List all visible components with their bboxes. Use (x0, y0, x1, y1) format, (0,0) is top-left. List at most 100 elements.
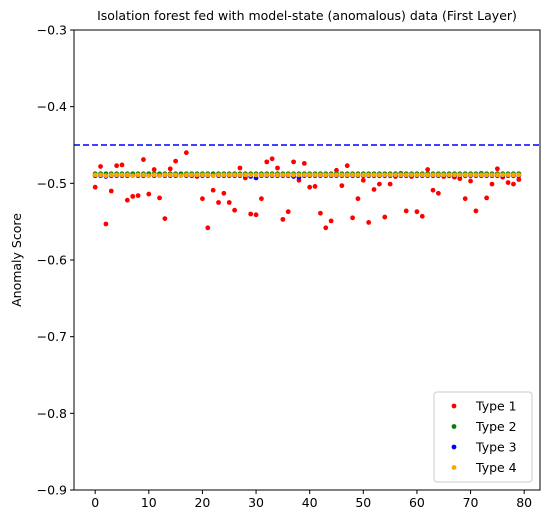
data-point (259, 172, 264, 178)
data-point (146, 191, 152, 197)
data-point (119, 172, 125, 178)
data-point (516, 177, 522, 182)
series-4 (92, 172, 522, 179)
data-point (173, 172, 179, 178)
data-point (446, 172, 452, 178)
data-point (98, 164, 103, 169)
data-point (366, 172, 372, 178)
data-point (478, 172, 484, 178)
data-point (205, 225, 211, 231)
data-point (398, 172, 404, 178)
data-point (430, 172, 436, 178)
data-point (473, 208, 479, 214)
data-point (462, 196, 468, 202)
legend-box (433, 391, 533, 483)
data-point (92, 184, 98, 190)
data-point (462, 172, 468, 178)
x-tick-label: 10 (141, 495, 157, 510)
data-point (146, 173, 152, 179)
data-point (425, 172, 431, 178)
data-point (92, 172, 98, 178)
data-point (457, 172, 463, 178)
data-point (296, 172, 302, 178)
x-tick-label: 50 (355, 495, 371, 510)
data-point (167, 172, 173, 178)
data-point (232, 172, 238, 178)
data-point (318, 210, 323, 216)
data-point (328, 218, 334, 224)
data-point (339, 183, 345, 189)
data-point (151, 172, 157, 178)
data-point (194, 172, 200, 178)
data-point (114, 172, 120, 178)
y-tick-label: −0.5 (37, 176, 67, 191)
x-tick-label: 60 (409, 495, 425, 510)
chart-title: Isolation forest fed with model-state (a… (97, 8, 517, 23)
y-tick-label: −0.4 (37, 99, 67, 114)
data-point (376, 181, 382, 187)
data-point (124, 197, 130, 203)
data-point (205, 172, 211, 178)
legend-marker (451, 424, 457, 429)
data-point (237, 172, 243, 178)
data-point (301, 161, 307, 166)
data-point (409, 172, 414, 178)
data-point (387, 172, 393, 178)
data-point (253, 212, 259, 218)
y-axis-label: Anomaly Score (9, 213, 24, 307)
legend-label: Type 2 (475, 419, 517, 434)
y-tick-label: −0.6 (37, 253, 67, 268)
data-point (387, 181, 393, 187)
data-point (355, 172, 361, 178)
data-point (226, 172, 232, 178)
data-point (210, 173, 216, 179)
data-point (237, 165, 243, 171)
data-point (124, 172, 130, 178)
plot-area: 0 10 20 30 40 50 60 70 80 −0.9 −0.8 −0.7 −0.6 −0.5 −0.… (37, 23, 541, 510)
data-point (403, 172, 409, 178)
data-point (360, 172, 366, 178)
data-point (468, 172, 473, 178)
data-point (200, 172, 205, 178)
legend-label: Type 1 (475, 399, 517, 414)
data-point (253, 172, 259, 178)
data-point (435, 190, 441, 196)
data-point (232, 207, 238, 213)
data-point (103, 173, 109, 179)
data-point (382, 172, 388, 178)
data-point (98, 172, 103, 178)
data-point (275, 165, 280, 171)
data-point (114, 163, 120, 169)
data-point (210, 187, 216, 193)
y-tick-label: −0.7 (37, 329, 67, 344)
data-point (350, 215, 355, 221)
data-point (511, 181, 516, 187)
data-point (489, 181, 495, 187)
data-point (430, 187, 436, 193)
data-point (441, 172, 447, 178)
data-point (505, 172, 511, 178)
data-point (162, 216, 168, 222)
data-point (403, 208, 409, 214)
data-point (275, 172, 280, 178)
data-point (484, 195, 490, 201)
data-point (484, 172, 490, 178)
data-point (157, 173, 162, 179)
legend: Type 1 Type 2 Type 3 Type 4 (433, 391, 533, 483)
data-point (511, 172, 516, 178)
data-point (312, 184, 318, 189)
data-point (366, 220, 372, 225)
y-tick-label: −0.9 (37, 483, 67, 498)
data-point (221, 190, 227, 196)
data-point (344, 172, 350, 178)
y-tick-label: −0.8 (37, 406, 67, 421)
data-point (280, 172, 286, 178)
legend-marker (451, 403, 457, 409)
data-point (291, 159, 296, 165)
data-point (505, 180, 511, 185)
data-point (189, 172, 195, 178)
data-point (226, 200, 232, 205)
data-point (339, 172, 345, 178)
data-point (264, 172, 270, 178)
